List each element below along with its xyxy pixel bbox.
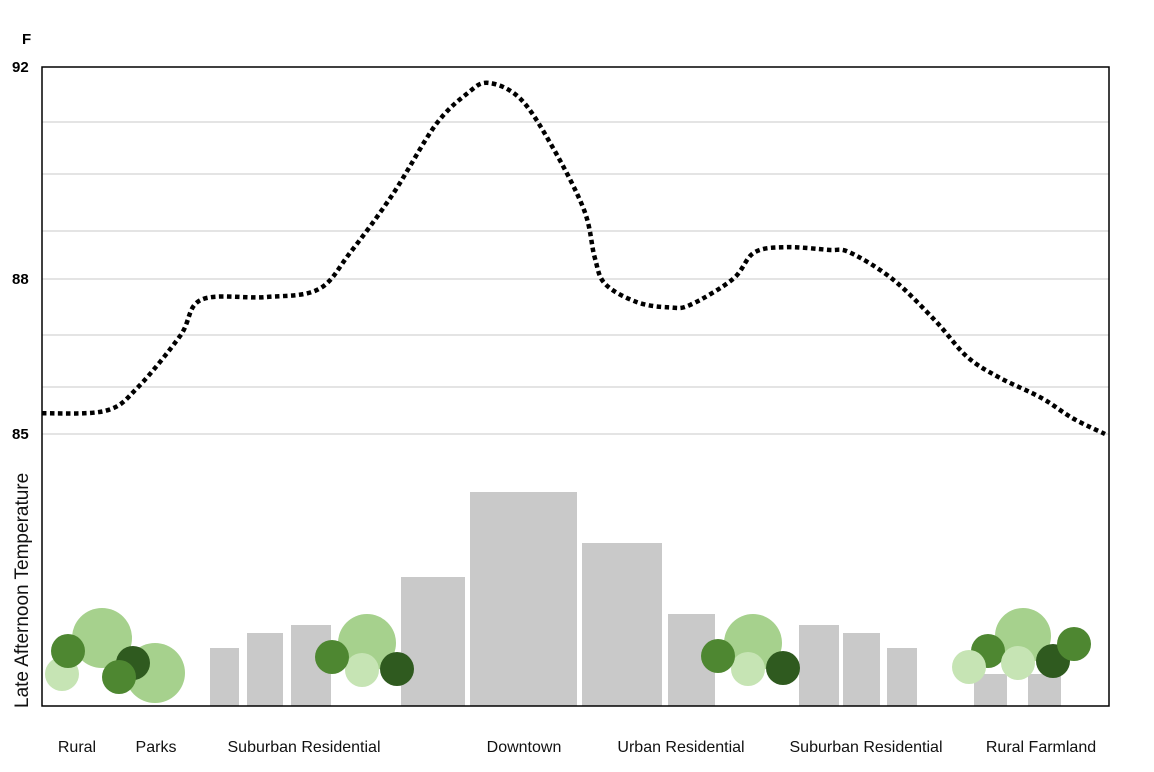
tree: [72, 608, 132, 668]
building: [843, 633, 880, 706]
y-axis-ticks: 92 88 85: [12, 59, 29, 443]
temperature-line: [41, 80, 1106, 437]
trees-illustration: [45, 608, 1091, 703]
buildings-illustration: [210, 492, 1061, 706]
y-tick-label: 88: [12, 271, 29, 288]
category-label: Suburban Residential: [228, 739, 381, 756]
category-label: Rural Farmland: [986, 739, 1096, 756]
unit-label: F: [22, 31, 31, 48]
category-label: Downtown: [487, 739, 562, 756]
y-tick-label: 92: [12, 59, 29, 76]
building: [582, 543, 662, 706]
building: [799, 625, 839, 706]
tree: [1001, 646, 1035, 680]
category-label: Rural: [58, 739, 96, 756]
building: [470, 492, 577, 706]
plot-frame: [41, 66, 1110, 707]
category-label: Parks: [136, 739, 177, 756]
building: [401, 577, 465, 706]
tree: [315, 640, 349, 674]
building: [247, 633, 283, 706]
building: [887, 648, 917, 706]
tree: [51, 634, 85, 668]
category-label: Urban Residential: [617, 739, 744, 756]
building: [1028, 674, 1061, 706]
grid: [42, 121, 1109, 435]
tree: [102, 660, 136, 694]
tree: [766, 651, 800, 685]
building: [210, 648, 239, 706]
category-label: Suburban Residential: [790, 739, 943, 756]
x-axis-categories: Rural Parks Suburban Residential Downtown Ur…: [58, 739, 1096, 756]
tree: [345, 653, 379, 687]
tree: [952, 650, 986, 684]
tree: [731, 652, 765, 686]
tree: [1057, 627, 1091, 661]
y-tick-label: 85: [12, 426, 29, 443]
tree: [701, 639, 735, 673]
tree: [380, 652, 414, 686]
y-axis-label: Late Afternoon Temperature: [12, 473, 33, 708]
